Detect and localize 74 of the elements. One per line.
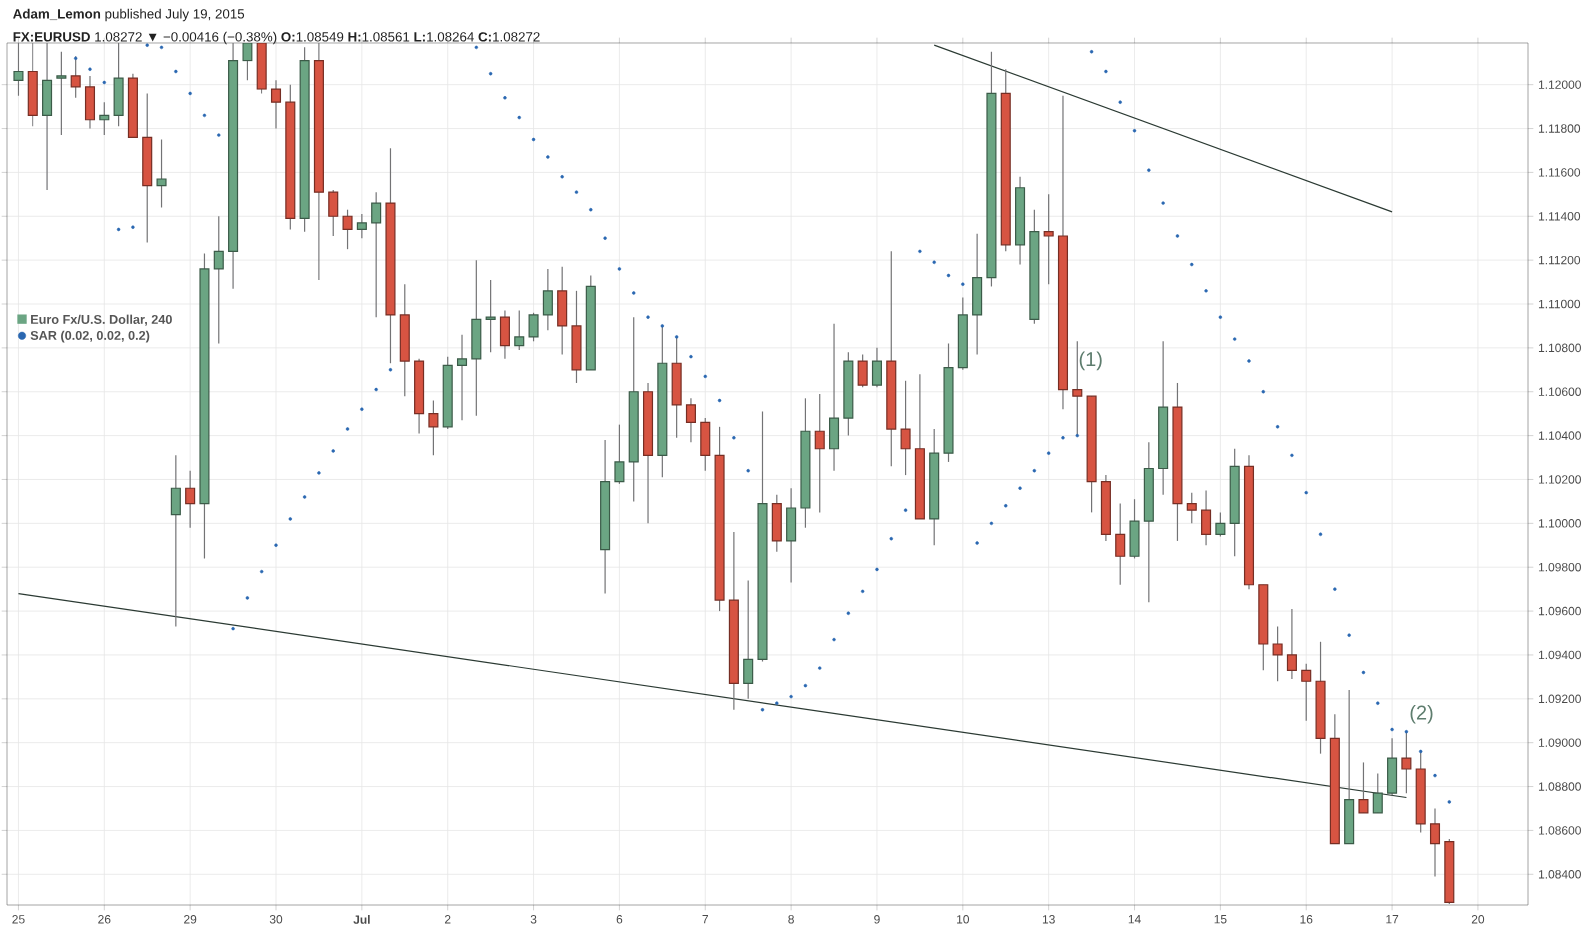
candlestick [13, 42, 24, 97]
candlestick [900, 380, 911, 476]
chart-title: Adam_Lemon published July 19, 2015 [13, 8, 245, 22]
x-tick-label: 9 [874, 915, 880, 924]
candlestick [1301, 663, 1312, 722]
candlestick [1115, 503, 1126, 586]
x-tick-label: Jul [353, 915, 370, 924]
candlestick [356, 213, 367, 239]
y-tick-label: 1.12000 [1538, 80, 1581, 89]
x-tick-label: 25 [12, 915, 25, 924]
candlestick [814, 393, 825, 513]
candlestick [1186, 492, 1197, 524]
candlestick [685, 397, 696, 443]
x-tick-label: 8 [788, 915, 794, 924]
y-tick-label: 1.08600 [1538, 826, 1581, 835]
candlestick [514, 309, 525, 351]
x-tick-label: 30 [269, 915, 283, 924]
candlestick [1272, 625, 1283, 682]
y-tick-label: 1.10200 [1538, 475, 1581, 484]
annotation: (1) [1079, 351, 1102, 371]
y-tick-label: 1.10600 [1538, 387, 1581, 396]
x-tick-label: 14 [1128, 915, 1141, 924]
x-tick-label: 17 [1386, 915, 1399, 924]
y-tick-label: 1.11600 [1538, 168, 1581, 177]
candlestick [1043, 193, 1054, 285]
legend-label: Euro Fx/U.S. Dollar, 240 [31, 314, 172, 326]
x-tick-label: 6 [616, 915, 623, 924]
x-tick-label: 10 [957, 915, 970, 924]
y-tick-label: 1.08800 [1538, 782, 1581, 791]
y-tick-label: 1.11200 [1538, 255, 1581, 265]
y-tick-label: 1.09200 [1538, 694, 1581, 704]
y-tick-label: 1.11800 [1538, 124, 1581, 133]
y-tick-label: 1.09400 [1538, 650, 1581, 660]
y-tick-label: 1.10800 [1538, 343, 1581, 353]
y-tick-label: 1.11000 [1538, 299, 1581, 309]
candlestick [371, 191, 382, 318]
candlestick [1286, 608, 1297, 680]
candlestick [1358, 761, 1369, 814]
candlestick [1401, 731, 1412, 794]
x-tick-label: 20 [1471, 915, 1485, 924]
y-tick-label: 1.09600 [1538, 606, 1581, 616]
x-tick-label: 13 [1042, 915, 1055, 924]
candlestick [342, 209, 353, 250]
candlestick [156, 138, 167, 209]
y-tick-label: 1.09000 [1538, 738, 1581, 747]
legend-label: SAR (0.02, 0.02, 0.2) [30, 330, 150, 343]
y-tick-label: 1.11400 [1538, 212, 1581, 221]
candlestick [528, 312, 539, 342]
candlestick [270, 79, 282, 130]
text: FX:EURUSD 1.08272 ▼ −0.00416 (−0.38%) O:1.08549 H:1.08561 L:1.08264 C:1.08272 [13, 31, 540, 45]
y-tick-label: 1.10400 [1538, 431, 1581, 440]
candlestick [1215, 511, 1226, 538]
candlestick [99, 101, 110, 136]
candlestick [213, 215, 224, 345]
candlestick [428, 399, 439, 456]
candlestick [56, 51, 67, 136]
y-tick-label: 1.09800 [1538, 562, 1581, 572]
candlestick [614, 424, 625, 485]
x-tick-label: 3 [530, 915, 537, 924]
candlestick [1429, 807, 1441, 878]
x-tick-label: 26 [98, 915, 111, 924]
x-tick-label: 2 [444, 915, 451, 924]
x-tick-label: 7 [702, 915, 708, 924]
candlestick [185, 470, 196, 529]
candlestick [70, 55, 81, 99]
x-tick-label: 16 [1300, 915, 1313, 924]
x-tick-label: 29 [184, 915, 197, 924]
candlestick [485, 279, 496, 353]
annotation: (2) [1410, 704, 1433, 724]
y-tick-label: 1.10000 [1538, 519, 1581, 528]
candlestick [1372, 772, 1383, 814]
candlestick [456, 334, 468, 421]
x-tick-label: 15 [1214, 915, 1227, 924]
y-tick-label: 1.08400 [1538, 870, 1581, 879]
